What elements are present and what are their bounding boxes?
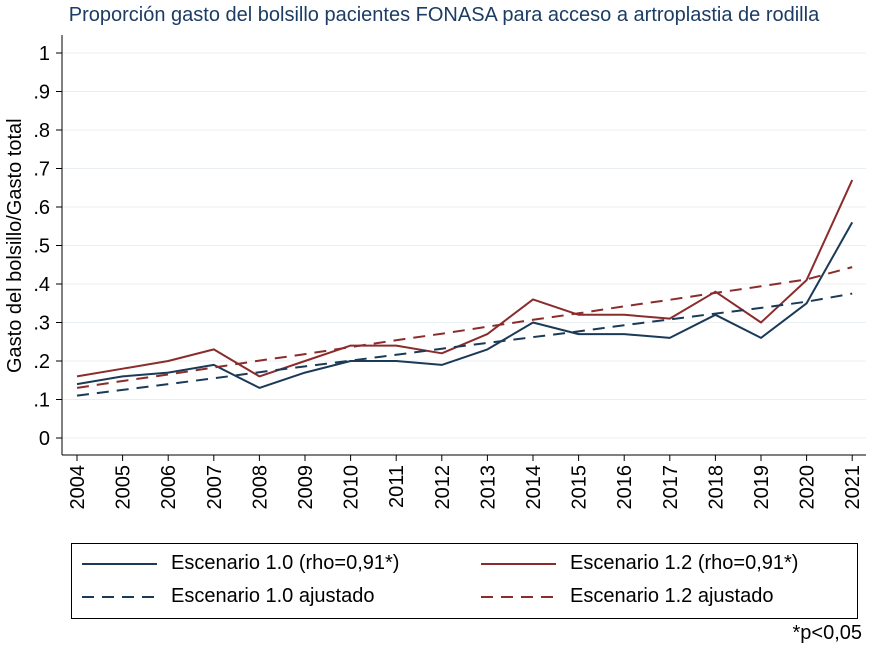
x-tick-label: 2014	[523, 465, 545, 510]
x-tick-label: 2005	[113, 465, 135, 510]
x-tick-label: 2020	[797, 465, 819, 510]
y-tick-label: .8	[33, 120, 50, 142]
x-tick-label: 2012	[432, 465, 454, 510]
x-tick-label: 2019	[751, 465, 773, 510]
axes	[56, 35, 866, 461]
grid-lines	[62, 52, 866, 439]
y-tick-labels: 0 .1 .2 .3 .4 .5 .6 .7 .8 .9 1	[33, 43, 50, 450]
x-tick-labels: 2004 2005 2006 2007 2008 2009 2010 2011 2012 2013…	[67, 465, 864, 510]
x-tick-label: 2009	[295, 465, 317, 510]
legend-item-escenario-1-2: Escenario 1.2 (rho=0,91*)	[481, 552, 798, 575]
legend-label: Escenario 1.0 (rho=0,91*)	[171, 552, 400, 574]
legend-item-escenario-1-0-ajustado: Escenario 1.0 ajustado	[82, 585, 374, 608]
y-tick-label: .7	[33, 159, 50, 181]
x-tick-label: 2011	[386, 465, 408, 508]
y-tick-label: .6	[33, 197, 50, 219]
x-tick-label: 2016	[614, 465, 636, 510]
y-tick-label: 1	[39, 43, 50, 65]
x-tick-label: 2008	[249, 465, 271, 510]
x-tick-label: 2006	[158, 465, 180, 510]
series-line-4	[76, 266, 853, 389]
legend-label: Escenario 1.0 ajustado	[171, 585, 375, 607]
y-tick-label: 0	[39, 428, 50, 450]
legend-item-escenario-1-2-ajustado: Escenario 1.2 ajustado	[481, 585, 773, 608]
y-tick-label: .3	[33, 313, 50, 335]
legend-label: Escenario 1.2 ajustado	[570, 585, 774, 607]
y-axis-label: Gasto del bolsillo/Gasto total	[4, 118, 26, 373]
legend-swatch-dashed-blue	[82, 595, 157, 598]
y-tick-label: .9	[33, 82, 50, 104]
x-tick-label: 2004	[67, 465, 89, 510]
x-tick-label: 2021	[842, 465, 864, 510]
y-tick-label: .5	[33, 236, 50, 258]
legend-swatch-solid-blue	[82, 562, 157, 565]
y-tick-label: .1	[33, 390, 50, 412]
x-tick-label: 2015	[569, 465, 591, 510]
legend: Escenario 1.0 (rho=0,91*) Escenario 1.2 …	[71, 543, 858, 619]
legend-item-escenario-1-0: Escenario 1.0 (rho=0,91*)	[82, 552, 399, 575]
x-tick-label: 2013	[477, 465, 499, 510]
legend-swatch-dashed-red	[481, 595, 556, 598]
x-tick-label: 2010	[341, 465, 363, 510]
legend-swatch-solid-red	[481, 562, 556, 565]
x-tick-label: 2017	[660, 465, 682, 510]
series-line-1	[76, 221, 854, 389]
series-lines	[76, 179, 854, 397]
chart-title: Proporción gasto del bolsillo pacientes …	[68, 4, 820, 26]
legend-label: Escenario 1.2 (rho=0,91*)	[570, 552, 799, 574]
x-tick-label: 2007	[204, 465, 226, 510]
y-tick-label: .4	[33, 274, 50, 296]
y-tick-label: .2	[33, 351, 50, 373]
series-line-2	[76, 179, 854, 378]
x-tick-label: 2018	[705, 465, 727, 510]
significance-note: *p<0,05	[792, 622, 862, 644]
series-line-3	[76, 292, 853, 397]
